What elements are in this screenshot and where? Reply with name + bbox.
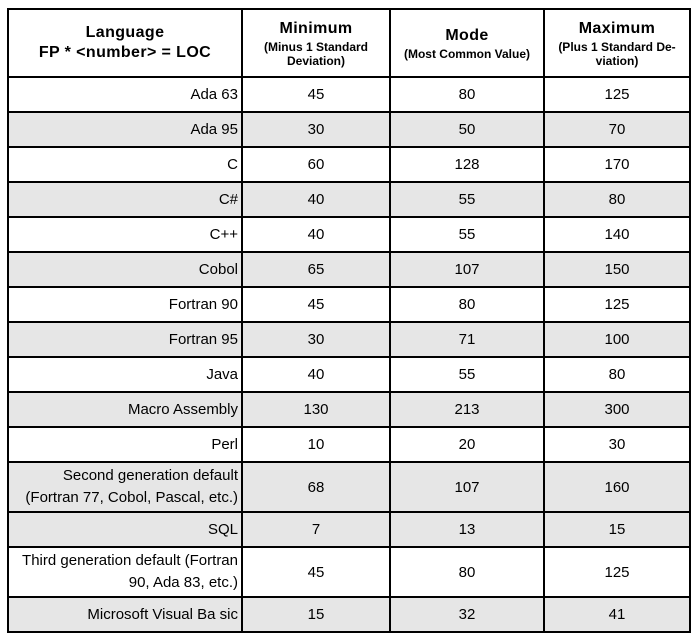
minimum-cell: 40	[241, 216, 391, 253]
language-cell: Macro Assembly	[7, 391, 243, 428]
mode-cell: 32	[389, 596, 545, 633]
mode-cell: 50	[389, 111, 545, 148]
table-row: Cobol 65 107 150	[7, 251, 691, 288]
maximum-cell: 170	[543, 146, 691, 183]
language-cell: C#	[7, 181, 243, 218]
header-row: Language FP * <number> = LOC Minimum (Mi…	[7, 8, 691, 78]
language-cell: Fortran 90	[7, 286, 243, 323]
mode-cell: 80	[389, 546, 545, 598]
table-row: Ada 95 30 50 70	[7, 111, 691, 148]
minimum-cell: 68	[241, 461, 391, 513]
mode-cell: 55	[389, 181, 545, 218]
language-cell: Cobol	[7, 251, 243, 288]
minimum-cell: 10	[241, 426, 391, 463]
minimum-cell: 40	[241, 181, 391, 218]
minimum-header-title: Minimum	[279, 19, 353, 37]
maximum-cell: 150	[543, 251, 691, 288]
language-cell: Second generation default (Fortran 77, C…	[7, 461, 243, 513]
mode-cell: 213	[389, 391, 545, 428]
mode-cell: 55	[389, 356, 545, 393]
mode-header-title: Mode	[445, 26, 489, 44]
column-header-maximum: Maximum (Plus 1 Standard De- viation)	[543, 8, 691, 78]
maximum-cell: 30	[543, 426, 691, 463]
minimum-cell: 15	[241, 596, 391, 633]
mode-cell: 80	[389, 286, 545, 323]
table-row: Fortran 90 45 80 125	[7, 286, 691, 323]
mode-header-subtitle: (Most Common Value)	[403, 46, 530, 61]
minimum-cell: 65	[241, 251, 391, 288]
maximum-cell: 125	[543, 546, 691, 598]
maximum-cell: 160	[543, 461, 691, 513]
language-header-formula: FP * <number> = LOC	[38, 44, 212, 61]
minimum-cell: 7	[241, 511, 391, 548]
minimum-cell: 130	[241, 391, 391, 428]
fp-to-loc-conversion-table: Language FP * <number> = LOC Minimum (Mi…	[7, 8, 691, 633]
language-cell: Fortran 95	[7, 321, 243, 358]
maximum-cell: 41	[543, 596, 691, 633]
maximum-cell: 300	[543, 391, 691, 428]
table-row: Second generation default (Fortran 77, C…	[7, 461, 691, 513]
maximum-cell: 80	[543, 181, 691, 218]
column-header-mode: Mode (Most Common Value)	[389, 8, 545, 78]
minimum-cell: 40	[241, 356, 391, 393]
table-body: Ada 63 45 80 125 Ada 95 30 50 70 C 60 128 170 C# 40 55…	[7, 76, 691, 633]
language-cell: SQL	[7, 511, 243, 548]
maximum-header-subtitle: (Plus 1 Standard De- viation)	[558, 39, 676, 68]
table-row: Macro Assembly 130 213 300	[7, 391, 691, 428]
mode-cell: 71	[389, 321, 545, 358]
table-row: Fortran 95 30 71 100	[7, 321, 691, 358]
minimum-cell: 45	[241, 546, 391, 598]
language-cell: C	[7, 146, 243, 183]
table-row: C++ 40 55 140	[7, 216, 691, 253]
mode-cell: 20	[389, 426, 545, 463]
table-row: C 60 128 170	[7, 146, 691, 183]
minimum-cell: 30	[241, 321, 391, 358]
table-row: SQL 7 13 15	[7, 511, 691, 548]
language-cell: Java	[7, 356, 243, 393]
maximum-cell: 125	[543, 286, 691, 323]
table-row: Java 40 55 80	[7, 356, 691, 393]
minimum-cell: 45	[241, 76, 391, 113]
table-row: C# 40 55 80	[7, 181, 691, 218]
table-header: Language FP * <number> = LOC Minimum (Mi…	[7, 8, 691, 78]
table-row: Perl 10 20 30	[7, 426, 691, 463]
column-header-language: Language FP * <number> = LOC	[7, 8, 243, 78]
minimum-cell: 45	[241, 286, 391, 323]
maximum-cell: 140	[543, 216, 691, 253]
maximum-cell: 100	[543, 321, 691, 358]
table-row: Microsoft Visual Ba sic 15 32 41	[7, 596, 691, 633]
table-row: Ada 63 45 80 125	[7, 76, 691, 113]
table-row: Third generation default (Fortran 90, Ad…	[7, 546, 691, 598]
language-cell: Third generation default (Fortran 90, Ad…	[7, 546, 243, 598]
maximum-cell: 15	[543, 511, 691, 548]
mode-cell: 13	[389, 511, 545, 548]
mode-cell: 107	[389, 461, 545, 513]
language-cell: Perl	[7, 426, 243, 463]
language-cell: Ada 63	[7, 76, 243, 113]
language-header-title: Language	[85, 24, 165, 41]
minimum-header-subtitle: (Minus 1 Standard Deviation)	[263, 39, 368, 68]
maximum-cell: 125	[543, 76, 691, 113]
language-cell: C++	[7, 216, 243, 253]
maximum-cell: 80	[543, 356, 691, 393]
mode-cell: 128	[389, 146, 545, 183]
maximum-cell: 70	[543, 111, 691, 148]
mode-cell: 80	[389, 76, 545, 113]
column-header-minimum: Minimum (Minus 1 Standard Deviation)	[241, 8, 391, 78]
maximum-header-title: Maximum	[578, 19, 656, 37]
mode-cell: 107	[389, 251, 545, 288]
mode-cell: 55	[389, 216, 545, 253]
language-cell: Microsoft Visual Ba sic	[7, 596, 243, 633]
minimum-cell: 30	[241, 111, 391, 148]
language-cell: Ada 95	[7, 111, 243, 148]
minimum-cell: 60	[241, 146, 391, 183]
